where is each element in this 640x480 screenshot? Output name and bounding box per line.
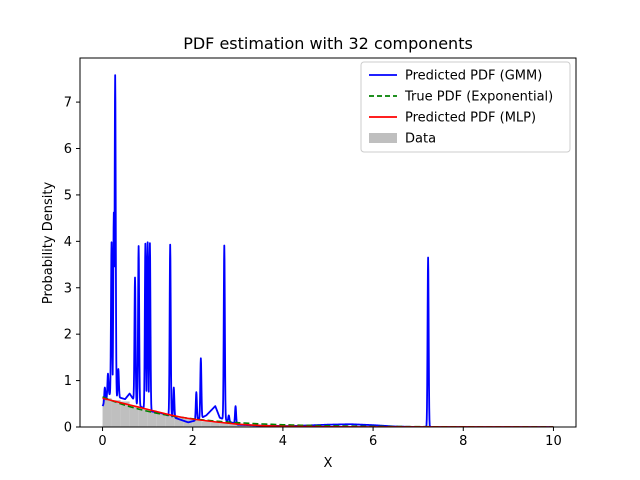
histogram-bar-4 <box>138 408 148 427</box>
axes: 0 2 4 6 8 10 0 1 2 3 4 5 6 7 <box>64 57 577 449</box>
legend-entry-1-label: True PDF (Exponential) <box>404 90 553 105</box>
x-axis-label: X <box>324 456 333 471</box>
y-tick-label-3: 3 <box>64 281 72 296</box>
legend-entry-3-label: Data <box>405 132 436 147</box>
y-axis-label: Probability Density <box>41 182 56 305</box>
y-tick-label-0: 0 <box>64 421 72 436</box>
legend-box <box>360 61 571 153</box>
histogram-bar-10 <box>192 420 202 427</box>
y-tick-label-7: 7 <box>64 96 72 111</box>
y-tick-label-6: 6 <box>64 142 72 157</box>
y-tick-label-2: 2 <box>64 328 72 343</box>
chart-title: PDF estimation with 32 components <box>183 34 473 53</box>
histogram-bar-6 <box>156 413 166 427</box>
histogram-bar-7 <box>165 415 175 427</box>
histogram-bar-1 <box>111 400 121 427</box>
x-tick-label-2: 2 <box>189 434 197 449</box>
legend-entry-0-label: Predicted PDF (GMM) <box>405 69 542 84</box>
x-tick-label-0: 0 <box>98 434 106 449</box>
histogram-bar-5 <box>147 410 157 427</box>
y-tick-label-4: 4 <box>64 235 72 250</box>
legend-entry-2-label: Predicted PDF (MLP) <box>405 111 536 126</box>
histogram-bar-3 <box>129 406 139 427</box>
histogram-bar-12 <box>210 422 220 427</box>
x-tick-label-6: 6 <box>369 434 377 449</box>
histogram-bar-15 <box>237 424 247 427</box>
histogram-bar-8 <box>174 416 184 427</box>
x-tick-label-4: 4 <box>279 434 287 449</box>
histogram-bar-0 <box>102 398 112 427</box>
series-line-gmm <box>101 74 555 427</box>
y-tick-label-1: 1 <box>64 374 72 389</box>
axes-frame <box>79 57 577 428</box>
histogram-bar-14 <box>228 424 238 427</box>
x-tick-label-8: 8 <box>459 434 467 449</box>
legend-entry-3-swatch <box>369 133 397 143</box>
x-tick-label-10: 10 <box>545 434 562 449</box>
histogram-bar-13 <box>219 423 229 427</box>
histogram-bar-11 <box>201 421 211 427</box>
y-tick-label-5: 5 <box>64 188 72 203</box>
histogram-bar-2 <box>120 401 130 427</box>
legend: Predicted PDF (GMM) True PDF (Exponential… <box>360 61 571 153</box>
